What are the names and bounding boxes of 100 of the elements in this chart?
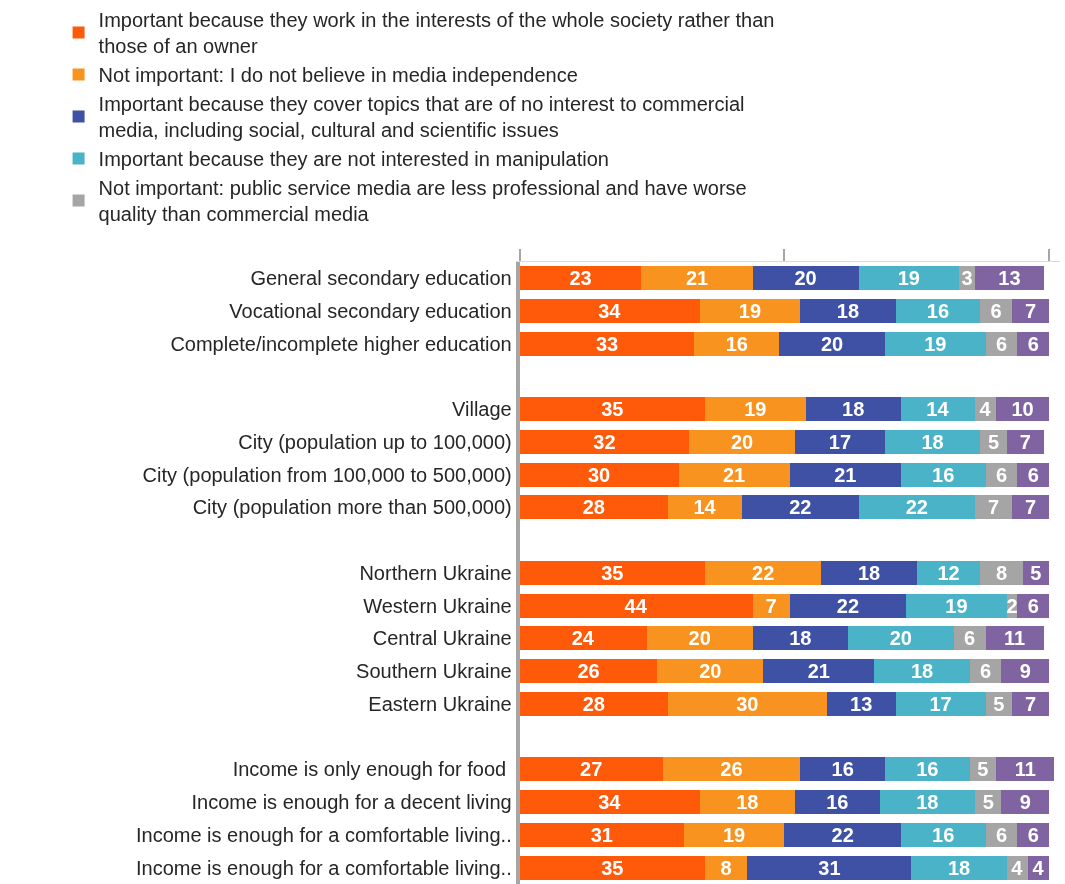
bar <box>519 331 695 356</box>
data-label: 20 <box>699 660 722 683</box>
data-label: 7 <box>1019 430 1031 453</box>
data-label: 16 <box>831 758 854 781</box>
data-label: 19 <box>744 398 767 421</box>
data-label: 5 <box>977 758 989 781</box>
data-label: 35 <box>601 561 624 584</box>
data-label: 8 <box>720 856 732 879</box>
data-label: 10 <box>1011 398 1034 421</box>
bar <box>752 266 859 290</box>
data-label: 17 <box>929 692 952 715</box>
bar <box>519 659 658 684</box>
bar <box>784 822 901 847</box>
data-label: 7 <box>1025 692 1037 715</box>
bar <box>667 691 827 716</box>
data-label: 26 <box>577 660 600 683</box>
data-label: 16 <box>926 299 950 322</box>
data-label: 2 <box>1006 594 1018 617</box>
data-label: 18 <box>910 660 934 683</box>
bar <box>884 757 970 782</box>
data-label: 6 <box>995 463 1008 486</box>
data-label: 18 <box>916 791 939 814</box>
bar <box>646 626 753 651</box>
data-label: 6 <box>1027 463 1039 486</box>
data-label: 19 <box>924 332 947 355</box>
bar <box>900 822 986 847</box>
data-label: 7 <box>1025 496 1037 519</box>
y-tick-label: Complete/incomplete higher education <box>170 332 512 355</box>
data-label: 16 <box>826 791 849 814</box>
data-label: 20 <box>889 627 912 650</box>
bar <box>1012 298 1050 323</box>
bar <box>1012 495 1050 520</box>
bar <box>800 298 896 323</box>
y-tick-label: Vocational secondary education <box>229 299 512 322</box>
bar <box>705 397 806 422</box>
bar <box>911 855 1007 880</box>
bar <box>789 462 901 487</box>
bar <box>662 757 801 782</box>
y-tick-label: City (population up to 100,000) <box>238 430 512 453</box>
data-label: 6 <box>1027 332 1039 355</box>
bar <box>689 429 795 454</box>
y-tick-label: Eastern Ukraine <box>368 692 512 715</box>
bar <box>519 495 668 520</box>
data-label: 9 <box>1019 660 1031 683</box>
bar <box>678 462 790 487</box>
legend-label: Important because they work in the interests of the whole society rather than those of an owner <box>98 9 775 58</box>
data-label: 18 <box>789 627 812 650</box>
y-tick-label: Western Ukraine <box>363 594 512 617</box>
bar <box>641 266 753 290</box>
data-label: 4 <box>1032 856 1045 879</box>
y-tick-label: City (population more than 500,000) <box>192 496 512 519</box>
bar <box>699 298 801 323</box>
bar <box>805 397 901 422</box>
data-label: 18 <box>836 299 860 322</box>
legend-label: Not important: public service media are less professional and have worse quality than commercial media <box>98 177 747 226</box>
bar <box>519 691 668 716</box>
data-label: 20 <box>730 430 754 453</box>
bar <box>519 298 700 323</box>
bar <box>683 822 785 847</box>
bar <box>519 822 684 847</box>
bar <box>1006 429 1044 454</box>
bar <box>747 855 912 880</box>
bar <box>884 429 981 454</box>
data-label: 22 <box>789 496 812 519</box>
data-label: 32 <box>593 430 616 453</box>
bar <box>794 429 885 454</box>
bar <box>705 560 822 585</box>
data-label: 28 <box>582 496 605 519</box>
bar <box>895 691 986 716</box>
data-label: 19 <box>738 299 762 322</box>
data-label: 17 <box>828 430 852 453</box>
data-label: 11 <box>1014 758 1036 781</box>
data-label: 11 <box>1004 627 1026 650</box>
data-label: 16 <box>932 463 955 486</box>
legend-label: Important because they cover topics that are of no interest to commercial media, including social, cultural and scientific issues <box>98 93 745 142</box>
data-label: 34 <box>598 299 622 322</box>
bar <box>900 462 986 487</box>
data-label: 8 <box>995 561 1008 584</box>
bar <box>974 495 1013 520</box>
bar <box>1001 659 1050 684</box>
data-label: 6 <box>980 660 992 683</box>
bar <box>694 331 780 356</box>
data-label: 6 <box>995 332 1008 355</box>
data-label: 28 <box>582 692 605 715</box>
legend-label: Not important: I do not believe in media independence <box>98 64 578 87</box>
data-label: 22 <box>752 561 775 584</box>
y-tick-label: Central Ukraine <box>372 627 512 650</box>
bar <box>742 495 859 520</box>
data-label: 4 <box>1011 856 1024 879</box>
data-label: 22 <box>905 496 928 519</box>
y-tick-label: City (population from 100,000 to 500,000) <box>142 463 512 486</box>
bar <box>1001 790 1050 815</box>
data-label: 33 <box>595 332 619 355</box>
data-label: 22 <box>836 594 860 617</box>
bar <box>519 266 642 290</box>
bar <box>519 593 753 618</box>
legend-label: Important because they are not interested in manipulation <box>98 148 609 171</box>
data-label: 23 <box>569 267 592 290</box>
y-tick-label: Southern Ukraine <box>356 660 512 683</box>
data-label: 7 <box>987 496 1000 519</box>
